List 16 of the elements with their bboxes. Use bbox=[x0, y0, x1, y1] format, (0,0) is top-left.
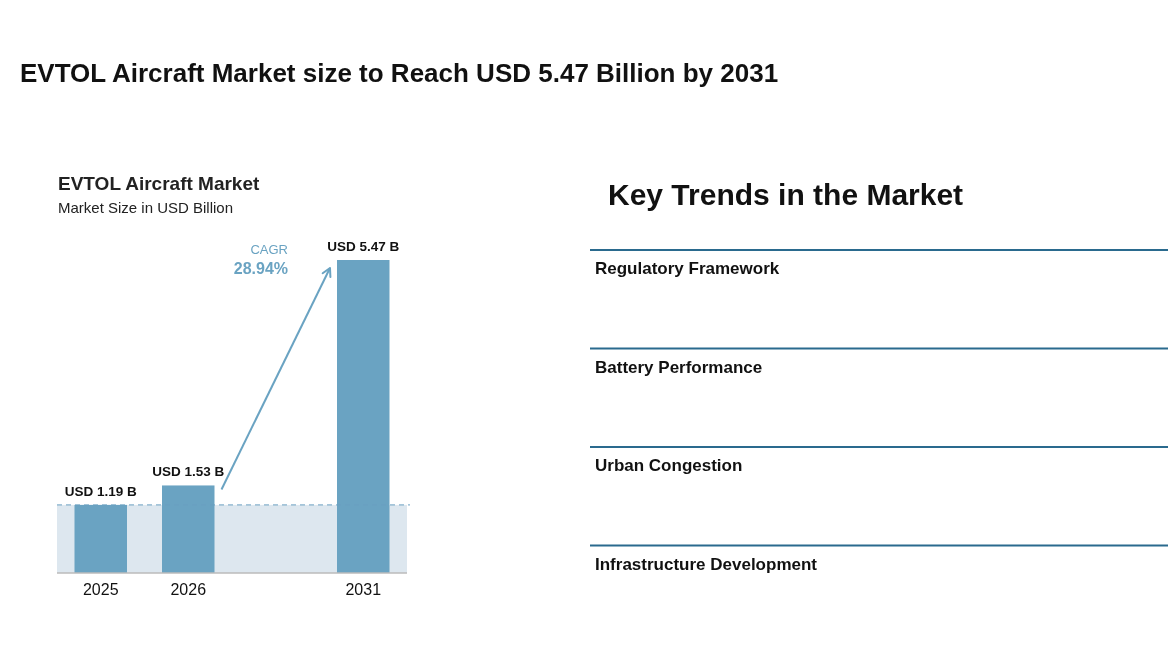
text: Infrastructure Development bbox=[595, 554, 818, 574]
y-axis-title: Market Size in USD Billion bbox=[58, 199, 234, 216]
x-tick-label: 2031 bbox=[345, 581, 382, 598]
x-tick-label: 2026 bbox=[170, 581, 207, 598]
text: CAGR bbox=[250, 242, 288, 257]
chart-subtitle: EVTOL Aircraft Market bbox=[58, 173, 260, 194]
chart-title: EVTOL Aircraft Market size to Reach USD 5.47 Billion by 2031 bbox=[20, 58, 779, 88]
data-label: USD 1.53 B bbox=[152, 464, 225, 480]
data-label: USD 1.19 B bbox=[64, 483, 138, 499]
x-tick-label: 2025 bbox=[82, 581, 119, 598]
text: Regulatory Framework bbox=[595, 259, 780, 278]
text: Battery Performance bbox=[595, 357, 763, 377]
data-label: USD 5.47 B bbox=[327, 239, 400, 254]
text: Key Trends in the Market bbox=[608, 178, 964, 211]
text: Urban Congestion bbox=[595, 456, 743, 475]
annotation: 28.94% bbox=[233, 260, 288, 277]
